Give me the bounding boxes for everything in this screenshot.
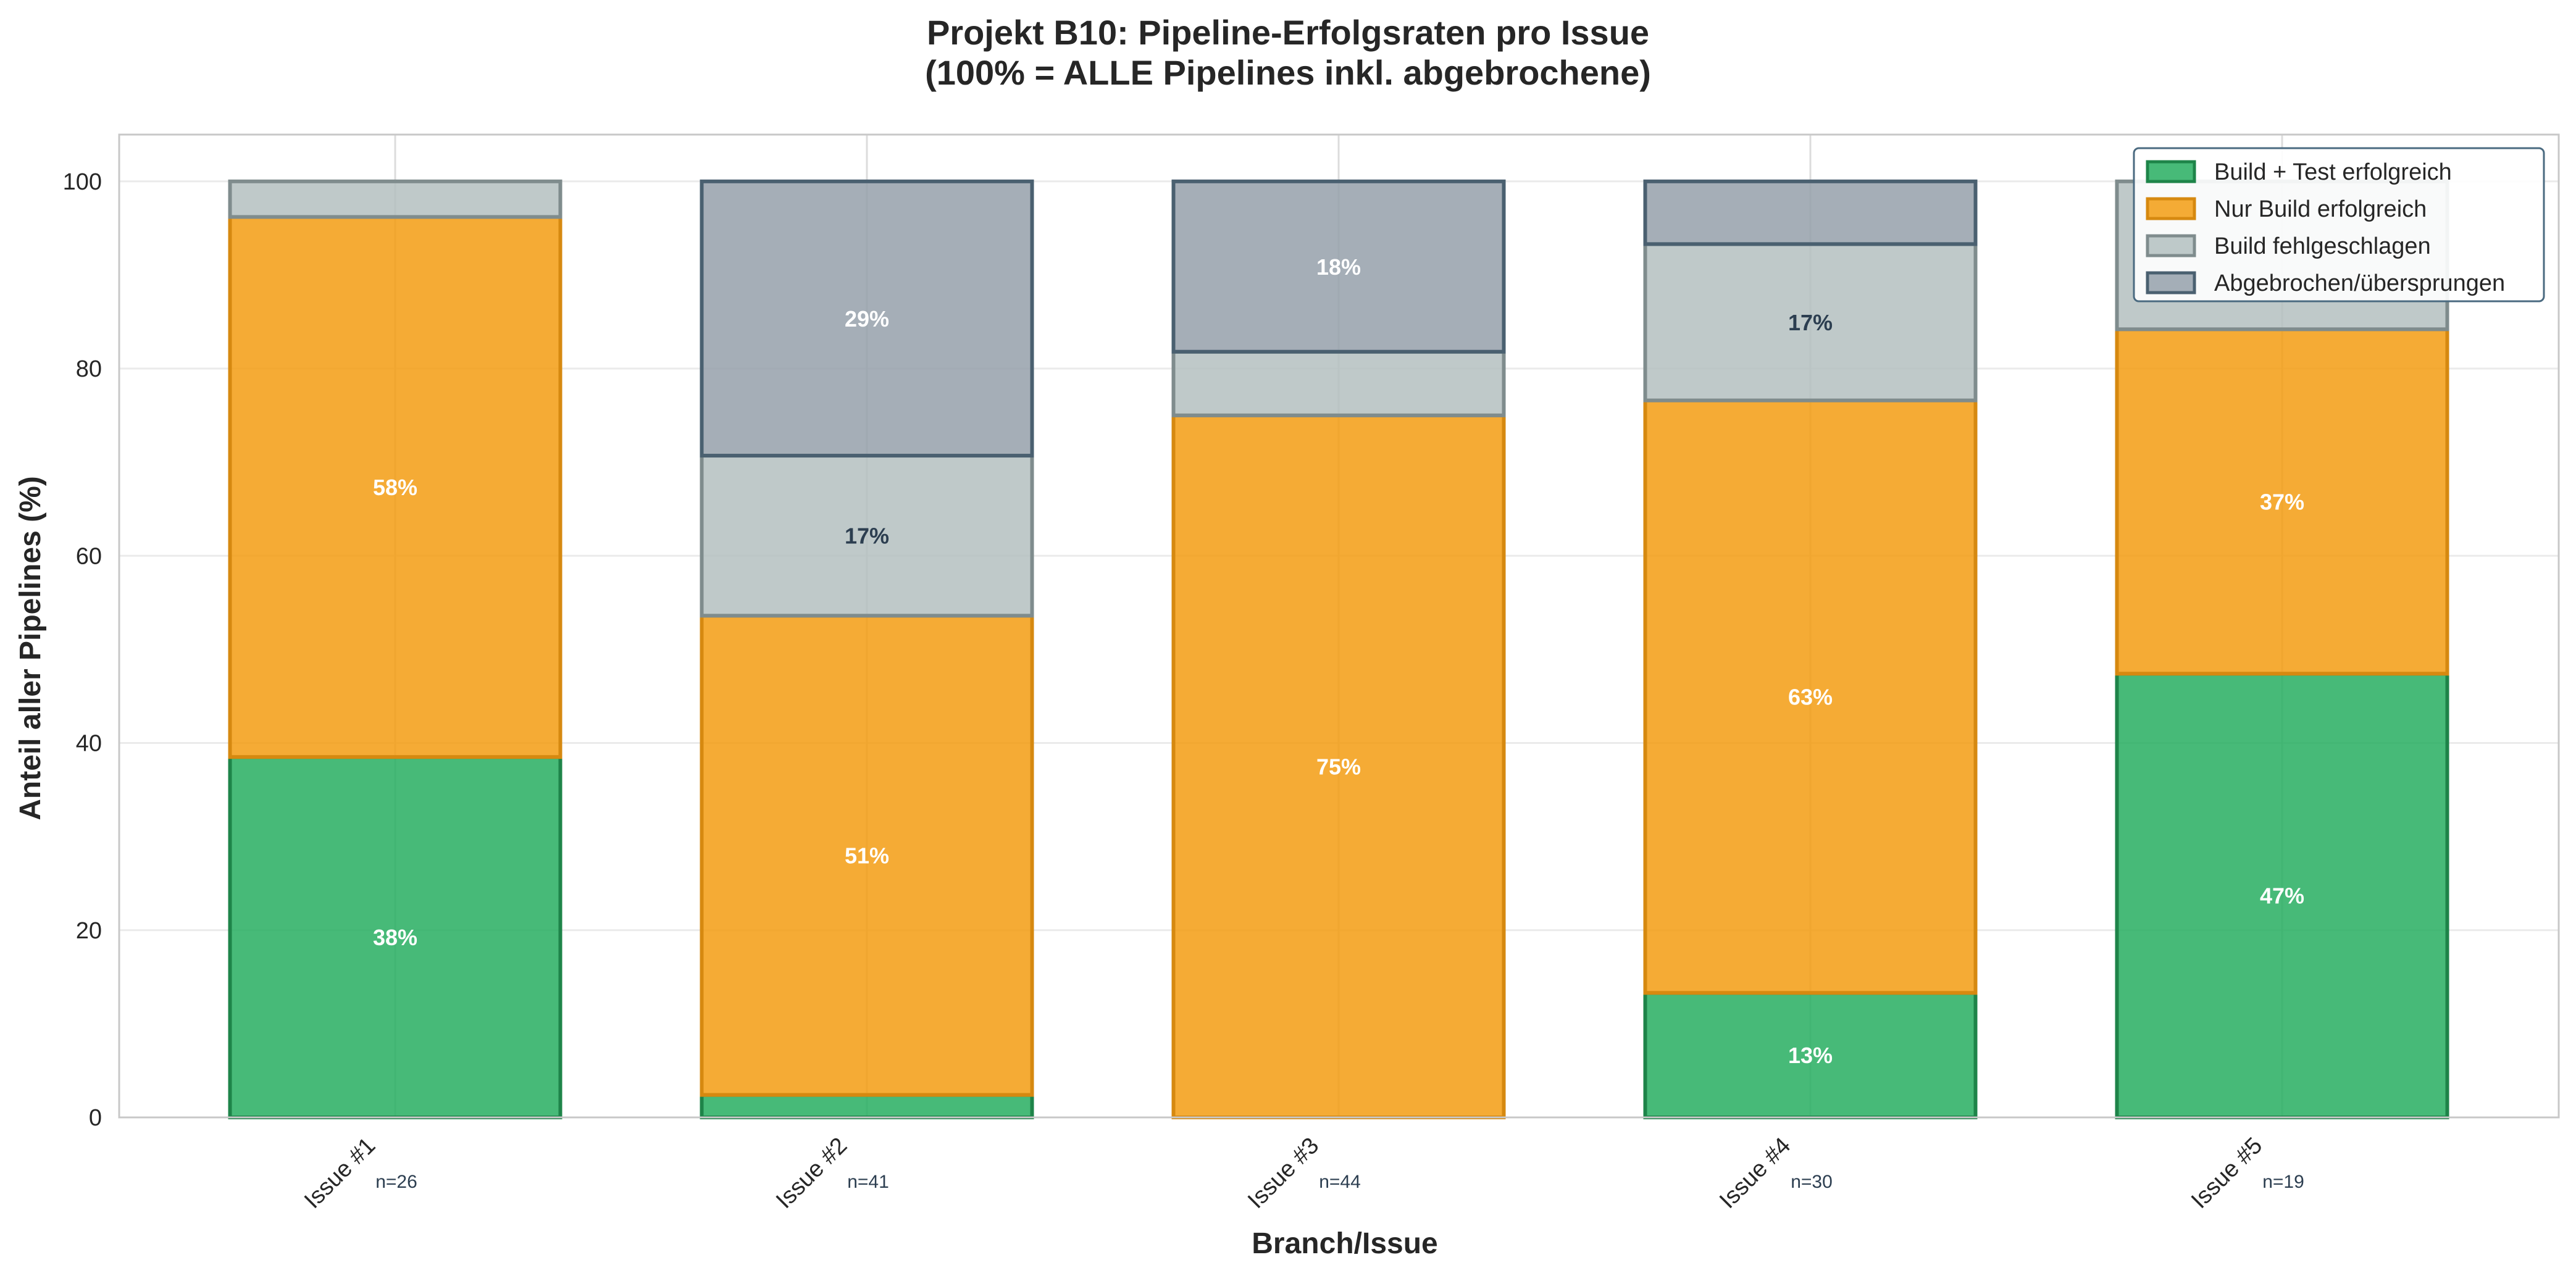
y-tick-label: 100 [63,169,102,195]
data-label: 58% [373,475,417,500]
legend-entry: Build + Test erfolgreich [2214,159,2452,185]
data-label: 38% [373,925,417,950]
data-label: 47% [2260,883,2304,909]
data-labels-layer: 38% 58% 51% 17% 29% 75% 18% 13% 63% 17% 47% 37% [373,254,2304,1068]
data-label: 29% [845,306,889,332]
x-tick-label: Issue #1 [299,1133,380,1214]
sample-size-label: n=30 [1791,1172,1833,1192]
bar-segment [1643,242,1978,403]
chart-title: Projekt B10: Pipeline-Erfolgsraten pro I… [927,13,1649,52]
legend-swatch [2146,197,2196,220]
bar-segment [228,755,562,1120]
bar-segment [228,179,562,219]
x-tick-label: Issue #3 [1243,1133,1324,1214]
bar-segment [700,614,1034,1097]
x-tick-label: Issue #5 [2186,1133,2267,1214]
y-tick-label: 80 [76,356,102,382]
bar-segment [700,1093,1034,1120]
legend-box [2133,147,2545,303]
data-label: 17% [845,524,889,549]
bar-segment [700,454,1034,618]
bar-segment [1643,398,1978,995]
x-tick-label: Issue #2 [771,1133,852,1214]
bar-segment [700,179,1034,458]
bar-segment [1643,991,1978,1120]
legend-entry: Abgebrochen/übersprungen [2214,270,2505,296]
data-label: 17% [1788,310,1833,335]
data-label: 18% [1316,254,1361,280]
legend: Build + Test erfolgreich Nur Build erfolg… [2133,147,2545,303]
data-label: 75% [1316,754,1361,779]
sample-size-label: n=19 [2262,1172,2304,1192]
legend-swatch [2146,271,2196,294]
bar-segment [1643,179,1978,246]
bar-segment [1171,413,1506,1119]
data-label: 13% [1788,1043,1833,1068]
y-tick-label: 0 [89,1105,102,1131]
bar-segment [1171,179,1506,354]
x-tick-label: Issue #4 [1715,1133,1796,1214]
sample-size-label: n=41 [847,1172,889,1192]
bar-segment [2115,327,2449,676]
y-tick-label: 20 [76,918,102,944]
x-axis-label: Branch/Issue [1252,1227,1437,1260]
data-label: 37% [2260,489,2304,514]
y-tick-label: 40 [76,731,102,757]
data-label: 51% [845,843,889,868]
y-axis-label: Anteil aller Pipelines (%) [14,476,47,820]
legend-entry: Build fehlgeschlagen [2214,233,2431,259]
sample-size-label: n=44 [1319,1172,1361,1192]
legend-entry: Nur Build erfolgreich [2214,196,2427,222]
legend-swatch [2146,160,2196,183]
data-label: 63% [1788,684,1833,709]
sample-size-label: n=26 [375,1172,417,1192]
bar-segment [2115,672,2449,1119]
bar-segment [1171,349,1506,417]
plot-frame [118,133,2560,1119]
bar-segment [228,215,562,759]
y-tick-label: 60 [76,543,102,569]
chart-subtitle: (100% = ALLE Pipelines inkl. abgebrochen… [925,53,1651,92]
legend-swatch [2146,234,2196,257]
